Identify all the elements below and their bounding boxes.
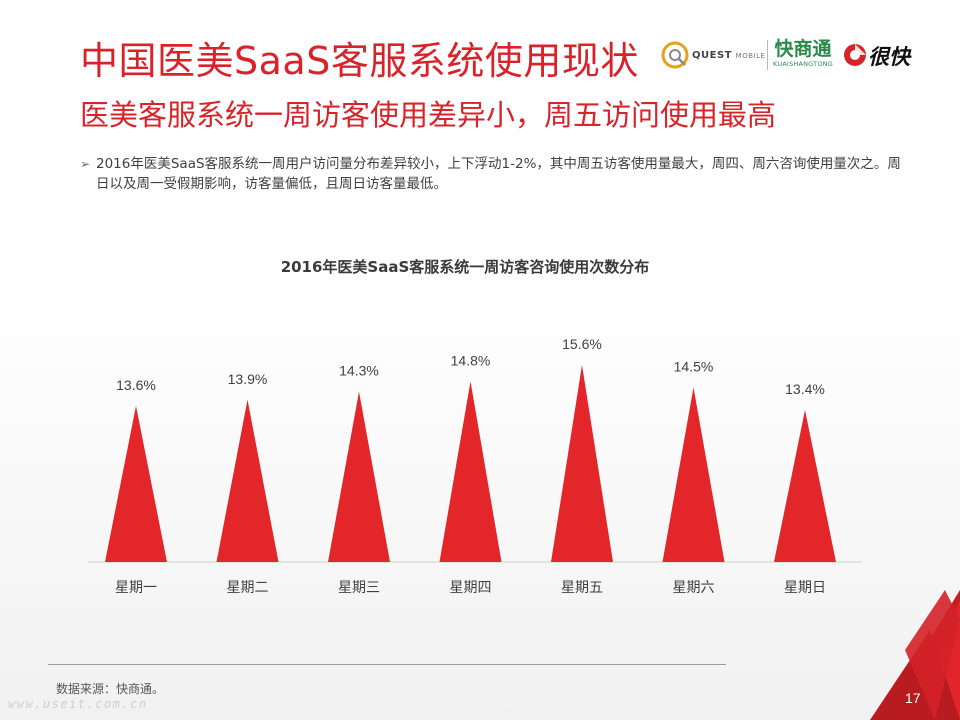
summary-bullet: ➢ 2016年医美SaaS客服系统一周用户访问量分布差异较小，上下浮动1-2%，… xyxy=(80,154,910,194)
bar-1 xyxy=(105,405,167,562)
value-label-3: 14.3% xyxy=(339,363,379,379)
x-tick-label-3: 星期三 xyxy=(338,580,380,596)
bar-2 xyxy=(216,399,279,562)
summary-text: 2016年医美SaaS客服系统一周用户访问量分布差异较小，上下浮动1-2%，其中… xyxy=(96,156,901,192)
x-tick-label-1: 星期一 xyxy=(115,580,157,596)
x-tick-label-7: 星期日 xyxy=(784,580,826,596)
logo-separator xyxy=(767,40,768,70)
bar-3 xyxy=(328,391,390,562)
henkuai-logo-icon xyxy=(844,44,866,66)
x-tick-label-6: 星期六 xyxy=(673,580,715,596)
data-source: 数据来源：快商通。 xyxy=(56,682,165,696)
watermark: www.useit.com.cn xyxy=(8,697,148,711)
bar-6 xyxy=(662,387,725,562)
kuaishangtong-logo: 快商通 KUAISHANGTONG xyxy=(770,38,836,68)
value-label-2: 13.9% xyxy=(228,371,268,387)
kuaishangtong-logo-cn: 快商通 xyxy=(774,38,832,60)
bar-4 xyxy=(439,381,502,562)
page-subtitle: 医美客服系统一周访客使用差异小，周五访问使用最高 xyxy=(80,98,777,132)
value-label-4: 14.8% xyxy=(451,352,491,368)
kuaishangtong-logo-pinyin: KUAISHANGTONG xyxy=(773,60,833,68)
page-number: 17 xyxy=(905,690,921,706)
footer-divider xyxy=(48,664,726,665)
bullet-arrow-icon: ➢ xyxy=(80,157,91,171)
value-label-5: 15.6% xyxy=(562,336,602,352)
value-label-1: 13.6% xyxy=(116,377,156,393)
quest-mobile-logo-icon xyxy=(661,41,689,69)
quest-mobile-logo-text: QUEST MOBILE xyxy=(692,50,766,61)
bar-7 xyxy=(774,410,836,562)
partner-logos: QUEST MOBILE 快商通 KUAISHANGTONG 很快 xyxy=(660,36,930,76)
x-tick-label-5: 星期五 xyxy=(561,580,603,596)
henkuai-logo-text: 很快 xyxy=(868,45,910,69)
bar-5 xyxy=(551,365,613,562)
chart-title: 2016年医美SaaS客服系统一周访客咨询使用次数分布 xyxy=(281,258,650,276)
value-label-6: 14.5% xyxy=(674,359,714,375)
x-tick-label-2: 星期二 xyxy=(227,580,269,596)
value-label-7: 13.4% xyxy=(785,381,825,397)
page-title: 中国医美SaaS客服系统使用现状 xyxy=(80,39,639,83)
x-tick-label-4: 星期四 xyxy=(450,580,492,596)
